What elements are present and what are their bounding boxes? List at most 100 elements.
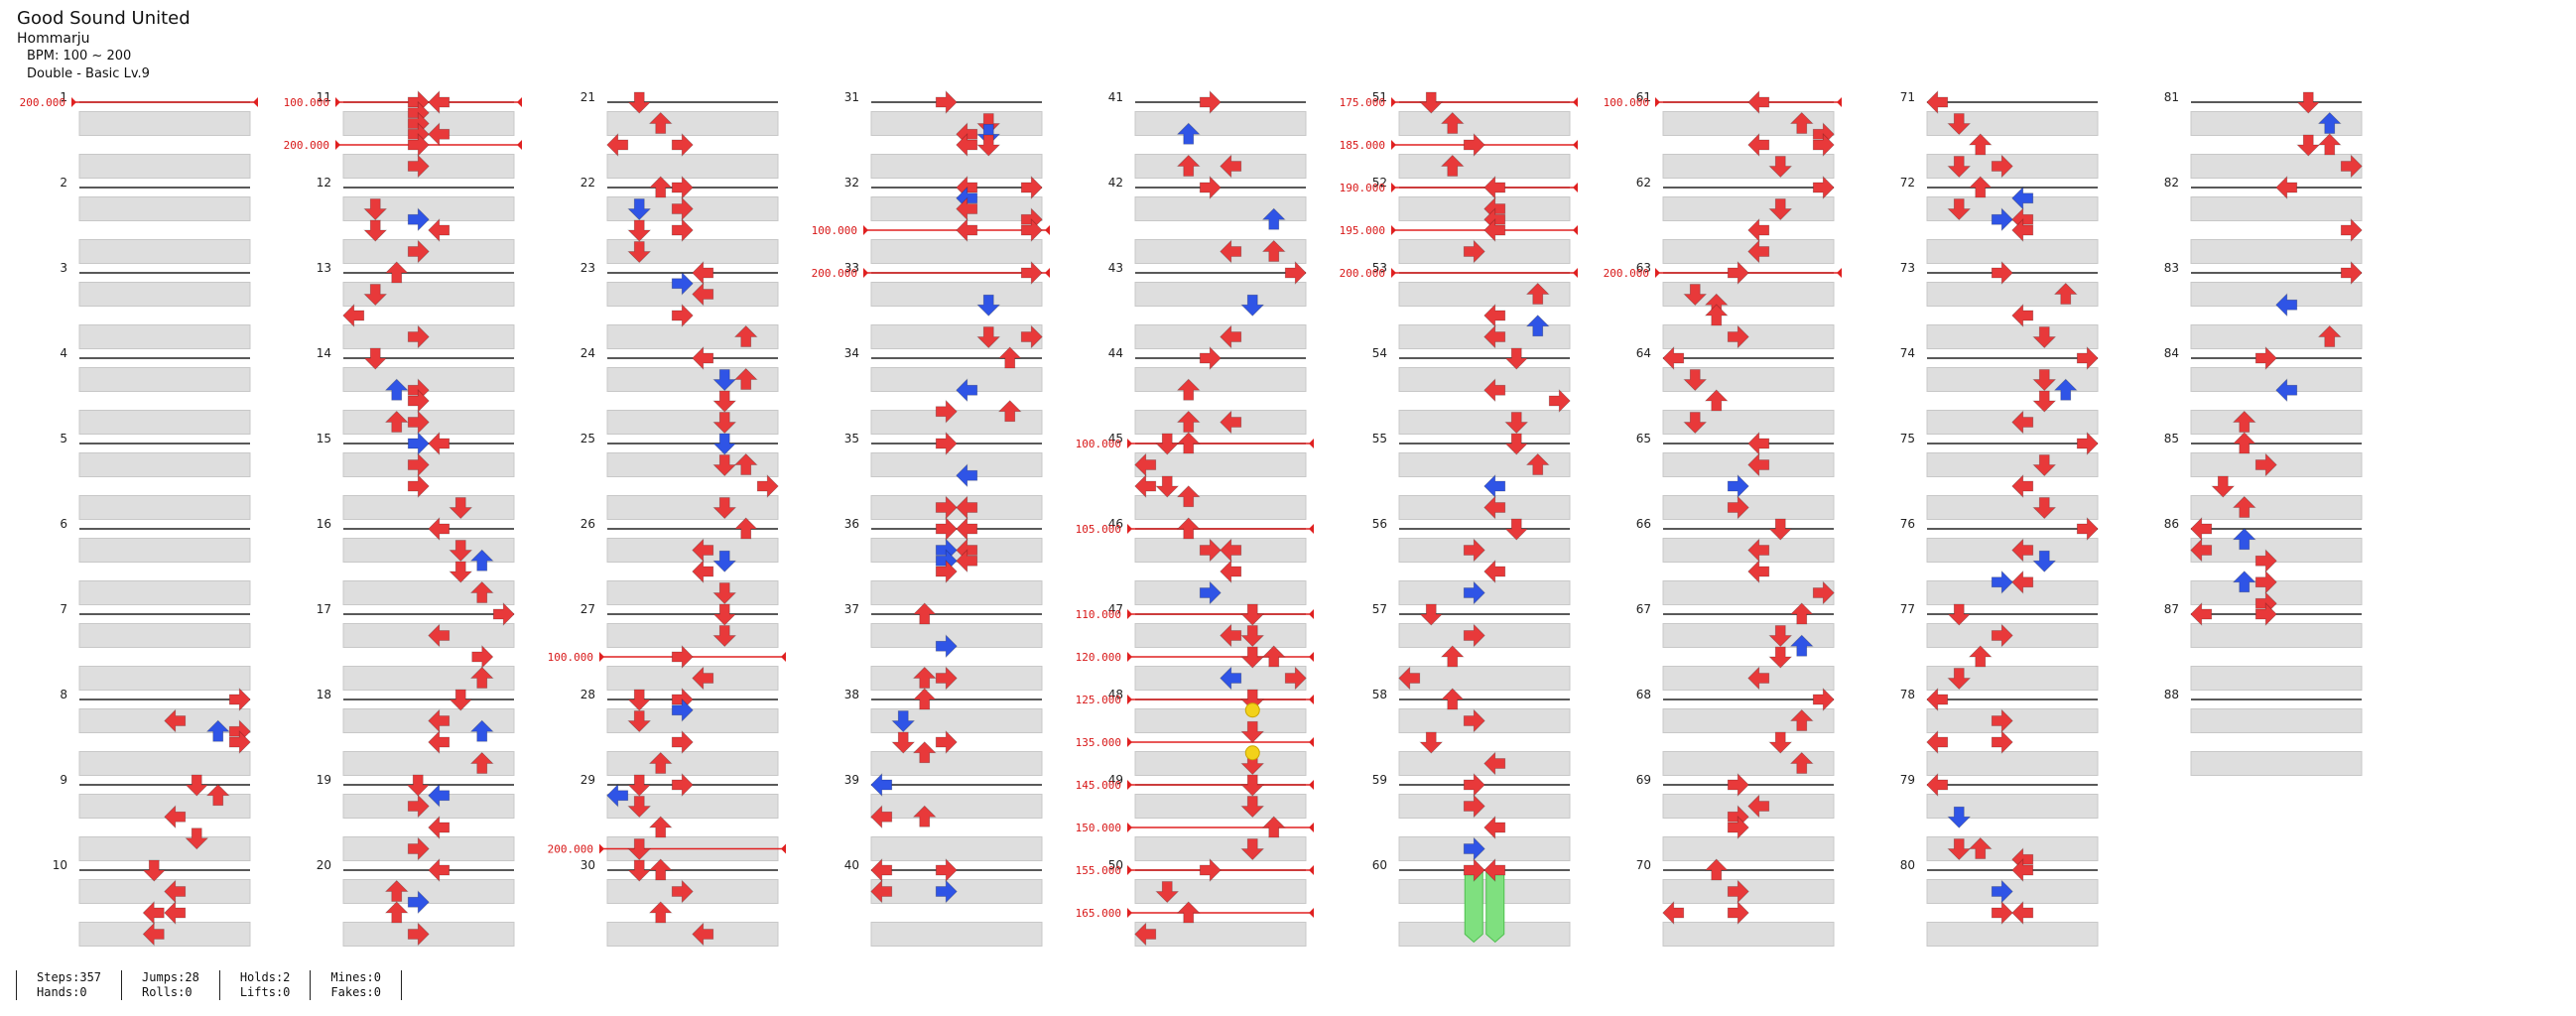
arrow-left-icon	[1220, 239, 1242, 264]
stat-rolls: Rolls:0	[142, 985, 193, 999]
arrow-down-icon	[1768, 731, 1793, 754]
arrow-right-icon	[1991, 730, 2013, 754]
arrow-down-icon	[976, 326, 1001, 349]
arrow-left-icon	[428, 623, 451, 648]
beat-band	[1926, 922, 2099, 947]
bpm-value: 150.000	[1076, 822, 1121, 834]
arrow-up-icon	[1789, 634, 1814, 657]
arrow-right-icon	[1991, 901, 2013, 925]
arrow-right-icon	[935, 634, 958, 659]
arrow-right-icon	[1991, 154, 2013, 179]
stat-hands: Hands:0	[37, 985, 87, 999]
beat-band	[1134, 111, 1307, 136]
arrow-left-icon	[1926, 90, 1949, 114]
arrow-right-icon	[671, 176, 694, 199]
arrow-up-icon	[1261, 816, 1286, 838]
stat-col-2: Jumps:28 Rolls:0	[121, 970, 219, 1000]
arrow-down-icon	[1683, 412, 1708, 435]
arrow-right-icon	[407, 133, 430, 157]
arrow-left-icon	[956, 196, 978, 221]
arrow-up-icon	[2232, 495, 2256, 518]
arrow-up-icon	[1789, 602, 1814, 625]
measure-number: 9	[60, 773, 67, 787]
arrow-down-icon	[627, 859, 652, 882]
arrow-up-icon	[1704, 304, 1729, 326]
bpm-range: BPM: 100 ~ 200	[27, 49, 132, 64]
arrow-left-icon	[1483, 324, 1506, 349]
arrow-down-icon	[1419, 91, 1444, 114]
arrow-down-icon	[1240, 838, 1265, 861]
arrow-down-icon	[1683, 369, 1708, 392]
arrow-down-icon	[712, 550, 737, 572]
arrow-right-icon	[1812, 176, 1835, 199]
arrow-down-icon	[2296, 91, 2321, 114]
arrow-right-icon	[1812, 580, 1835, 605]
arrow-up-icon	[1176, 432, 1201, 454]
arrow-left-icon	[692, 922, 714, 947]
arrow-right-icon	[1199, 90, 1222, 114]
arrow-left-icon	[164, 708, 187, 733]
measure-number: 51	[1372, 90, 1387, 104]
arrow-up-icon	[1440, 111, 1465, 134]
bpm-value: 120.000	[1076, 651, 1121, 664]
measure-number: 14	[317, 346, 331, 360]
beat-band	[870, 623, 1043, 648]
beat-band	[78, 452, 251, 477]
arrow-right-icon	[1284, 666, 1307, 691]
arrow-down-icon	[1768, 156, 1793, 179]
arrow-down-icon	[363, 347, 388, 370]
measure-number: 24	[580, 346, 595, 360]
arrow-up-icon	[1789, 751, 1814, 774]
arrow-up-icon	[1176, 485, 1201, 508]
beat-band	[2190, 708, 2363, 733]
arrow-down-icon	[363, 284, 388, 307]
arrow-down-icon	[2211, 475, 2236, 498]
arrow-down-icon	[627, 838, 652, 861]
arrow-right-icon	[1199, 580, 1222, 605]
arrow-left-icon	[428, 517, 451, 541]
arrow-up-icon	[997, 346, 1022, 369]
bpm-marker-left	[863, 225, 868, 235]
bpm-value: 100.000	[284, 96, 329, 109]
beat-band	[78, 196, 251, 221]
bpm-marker-right	[1309, 524, 1314, 534]
chart-difficulty: Double - Basic Lv.9	[27, 66, 150, 81]
arrow-down-icon	[712, 497, 737, 520]
arrow-up-icon	[912, 602, 937, 625]
arrow-up-icon	[648, 111, 673, 134]
measure-number: 86	[2164, 517, 2179, 531]
measure-number: 30	[580, 858, 595, 872]
arrow-right-icon	[1463, 773, 1485, 797]
measure-number: 73	[1900, 261, 1915, 275]
arrow-left-icon	[1747, 452, 1770, 477]
beat-band	[1398, 154, 1571, 179]
arrow-right-icon	[1548, 389, 1571, 413]
arrow-left-icon	[1747, 218, 1770, 242]
arrow-down-icon	[712, 603, 737, 626]
arrow-left-icon	[956, 463, 978, 488]
arrow-left-icon	[2011, 186, 2034, 210]
beat-band	[1662, 836, 1835, 861]
measure-number: 39	[844, 773, 859, 787]
arrow-right-icon	[935, 399, 958, 424]
arrow-down-icon	[2032, 497, 2057, 520]
bpm-value: 195.000	[1340, 224, 1385, 237]
bpm-value: 100.000	[1604, 96, 1649, 109]
bpm-marker-right	[517, 140, 522, 150]
arrow-up-icon	[384, 901, 409, 924]
arrow-down-icon	[363, 219, 388, 242]
arrow-left-icon	[2011, 474, 2034, 498]
bpm-marker-left	[1127, 908, 1132, 918]
measure-number: 28	[580, 688, 595, 701]
measure-number: 64	[1636, 346, 1651, 360]
arrow-right-icon	[1727, 324, 1749, 349]
measure-number: 15	[317, 432, 331, 445]
arrow-left-icon	[2011, 218, 2034, 242]
arrow-down-icon	[1947, 838, 1972, 861]
measure-number: 40	[844, 858, 859, 872]
bpm-marker-right	[1309, 695, 1314, 704]
arrow-left-icon	[1747, 560, 1770, 583]
arrow-right-icon	[1199, 858, 1222, 882]
arrow-right-icon	[756, 474, 779, 498]
